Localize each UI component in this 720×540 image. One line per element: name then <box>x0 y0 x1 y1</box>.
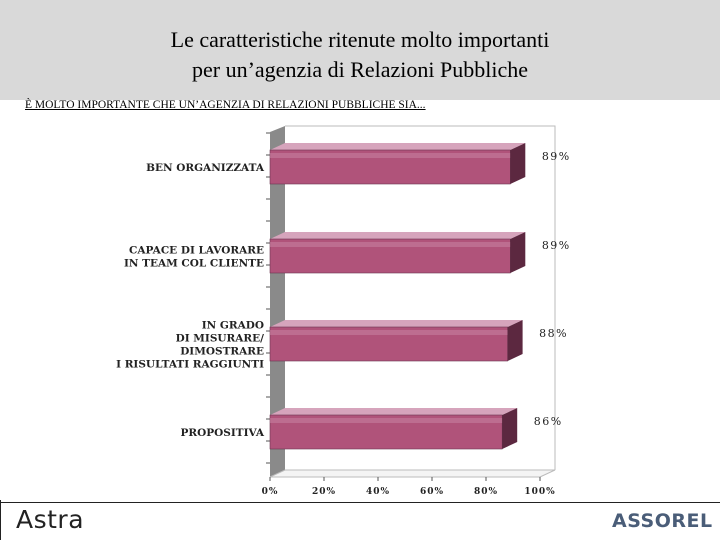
title-line-1: Le caratteristiche ritenute molto import… <box>170 27 550 52</box>
bar-highlight <box>270 330 508 335</box>
astra-logo: Astra <box>16 505 85 534</box>
category-label: I RISULTATI RAGGIUNTI <box>116 359 264 371</box>
x-tick-label: 0% <box>262 487 279 497</box>
x-tick-label: 20% <box>312 487 336 497</box>
assorel-logo: ASSOREL <box>612 510 713 532</box>
category-label: DI MISURARE/ <box>176 333 265 345</box>
bar-data-label: 89% <box>542 239 571 252</box>
bar-highlight <box>270 153 511 158</box>
bar-end-face <box>510 232 526 273</box>
x-tick-label: 80% <box>474 487 498 497</box>
bar-top-face <box>270 143 526 150</box>
bar-highlight <box>270 242 511 247</box>
bar-data-label: 89% <box>542 150 571 163</box>
bar-top-face <box>270 320 523 327</box>
footer-left-divider <box>0 500 1 540</box>
chart-subtitle: È MOLTO IMPORTANTE CHE UN’AGENZIA DI REL… <box>25 99 426 111</box>
chart-side-wall <box>270 126 285 477</box>
bar-end-face <box>502 408 518 449</box>
category-label: DIMOSTRARE <box>180 346 264 358</box>
x-tick-label: 100% <box>524 487 555 497</box>
x-tick-label: 60% <box>420 487 444 497</box>
category-label: CAPACE DI LAVORARE <box>129 245 264 257</box>
footer-divider <box>0 502 720 503</box>
bar-data-label: 86% <box>534 415 563 428</box>
bar-end-face <box>507 320 523 361</box>
bar-data-label: 88% <box>539 327 568 340</box>
title-line-2: per un’agenzia di Relazioni Pubbliche <box>192 57 528 82</box>
category-label: IN TEAM COL CLIENTE <box>124 258 264 270</box>
page-title: Le caratteristiche ritenute molto import… <box>0 25 720 85</box>
category-label: PROPOSITIVA <box>180 427 264 439</box>
bar-highlight <box>270 418 503 423</box>
chart-back-plane <box>285 125 556 470</box>
bar-top-face <box>270 408 518 415</box>
bar-end-face <box>510 143 526 184</box>
chart-floor <box>269 469 556 478</box>
title-banner <box>0 0 720 100</box>
x-tick-label: 40% <box>366 487 390 497</box>
bar-top-face <box>270 232 526 239</box>
category-label: IN GRADO <box>202 320 264 332</box>
category-label: BEN ORGANIZZATA <box>146 162 265 174</box>
